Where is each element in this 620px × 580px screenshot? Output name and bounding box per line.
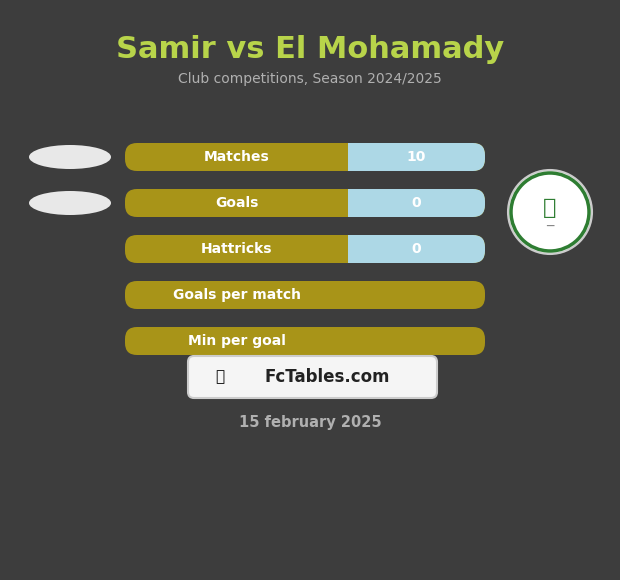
Text: Club competitions, Season 2024/2025: Club competitions, Season 2024/2025 xyxy=(178,72,442,86)
Text: 15 february 2025: 15 february 2025 xyxy=(239,415,381,430)
FancyBboxPatch shape xyxy=(348,235,368,263)
Text: Hattricks: Hattricks xyxy=(201,242,272,256)
FancyBboxPatch shape xyxy=(348,235,485,263)
Text: Samir vs El Mohamady: Samir vs El Mohamady xyxy=(116,35,504,64)
FancyBboxPatch shape xyxy=(125,235,485,263)
Text: ━━: ━━ xyxy=(546,223,554,229)
FancyBboxPatch shape xyxy=(188,356,437,398)
Text: FcTables.com: FcTables.com xyxy=(265,368,390,386)
Text: 0: 0 xyxy=(412,242,422,256)
FancyBboxPatch shape xyxy=(348,189,368,217)
Circle shape xyxy=(508,170,592,254)
FancyBboxPatch shape xyxy=(348,189,485,217)
Text: 🦅: 🦅 xyxy=(543,198,557,218)
Circle shape xyxy=(511,173,589,251)
Ellipse shape xyxy=(29,191,111,215)
Text: Goals: Goals xyxy=(215,196,259,210)
FancyBboxPatch shape xyxy=(125,327,485,355)
Text: Min per goal: Min per goal xyxy=(188,334,286,348)
FancyBboxPatch shape xyxy=(125,281,485,309)
Ellipse shape xyxy=(29,145,111,169)
Text: 0: 0 xyxy=(412,196,422,210)
Text: 10: 10 xyxy=(407,150,427,164)
FancyBboxPatch shape xyxy=(125,189,485,217)
Text: Matches: Matches xyxy=(204,150,270,164)
FancyBboxPatch shape xyxy=(348,143,368,171)
Text: Goals per match: Goals per match xyxy=(172,288,301,302)
FancyBboxPatch shape xyxy=(125,143,485,171)
FancyBboxPatch shape xyxy=(348,143,485,171)
Text: 📊: 📊 xyxy=(215,369,224,385)
